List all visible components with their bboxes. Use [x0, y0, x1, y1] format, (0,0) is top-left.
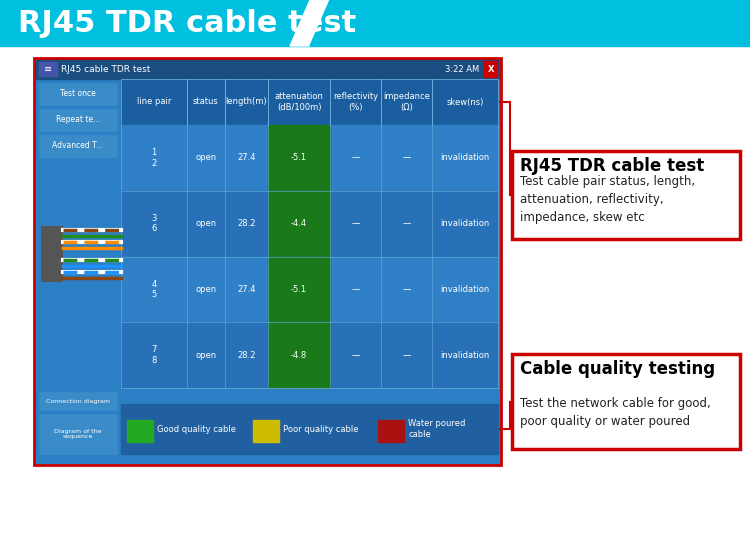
Text: -4.4: -4.4 [291, 219, 308, 228]
Bar [39, 135, 117, 157]
Text: 27.4: 27.4 [237, 154, 256, 162]
Text: Repeat te...: Repeat te... [56, 115, 100, 125]
Text: 27.4: 27.4 [237, 285, 256, 294]
Bar [121, 125, 498, 191]
Text: open: open [195, 285, 217, 294]
Bar [35, 59, 500, 464]
Text: ≡: ≡ [44, 64, 52, 74]
Text: invalidation: invalidation [440, 351, 490, 360]
Text: -4.8: -4.8 [291, 351, 308, 360]
Text: attenuation
(dB/100m): attenuation (dB/100m) [274, 92, 323, 112]
Bar [121, 257, 498, 322]
Bar [127, 420, 153, 442]
Text: Test the network cable for good,
poor quality or water poured: Test the network cable for good, poor qu… [520, 397, 711, 429]
Text: Poor quality cable: Poor quality cable [283, 425, 358, 433]
Bar [39, 109, 117, 131]
Text: —: — [352, 219, 360, 228]
Text: impedance
(Ω): impedance (Ω) [383, 92, 430, 112]
Bar [39, 392, 117, 410]
Text: Test once: Test once [60, 89, 96, 99]
Bar [268, 125, 330, 191]
Bar [268, 322, 330, 388]
Text: —: — [352, 154, 360, 162]
Polygon shape [310, 0, 345, 46]
Bar [512, 354, 740, 449]
Text: 1
2: 1 2 [152, 148, 157, 168]
Text: Connection diagram: Connection diagram [46, 398, 110, 404]
Bar [121, 322, 498, 388]
Bar [378, 420, 404, 442]
Bar [121, 404, 498, 454]
Bar [253, 420, 279, 442]
Bar [41, 226, 63, 282]
Text: 3:22 AM: 3:22 AM [445, 65, 479, 73]
Text: —: — [403, 219, 411, 228]
Text: line pair: line pair [136, 98, 171, 107]
Text: open: open [195, 219, 217, 228]
Bar [39, 83, 117, 105]
Text: RJ45 cable TDR test: RJ45 cable TDR test [61, 65, 150, 73]
Text: invalidation: invalidation [440, 154, 490, 162]
Text: Diagram of the
sequence: Diagram of the sequence [54, 429, 102, 439]
Text: open: open [195, 154, 217, 162]
Text: Advanced T...: Advanced T... [53, 142, 104, 150]
Text: -5.1: -5.1 [291, 154, 308, 162]
Text: status: status [193, 98, 219, 107]
Text: open: open [195, 351, 217, 360]
Text: —: — [352, 351, 360, 360]
Text: X: X [488, 65, 494, 73]
Text: —: — [403, 285, 411, 294]
Text: Cable quality testing: Cable quality testing [520, 360, 716, 378]
Bar [39, 62, 57, 76]
Bar [484, 61, 497, 77]
Text: -5.1: -5.1 [291, 285, 308, 294]
Bar [121, 191, 498, 257]
Bar [121, 79, 498, 388]
Text: invalidation: invalidation [440, 285, 490, 294]
Text: 4
5: 4 5 [152, 280, 157, 299]
Bar [34, 58, 501, 465]
Bar [268, 257, 330, 322]
Text: —: — [403, 154, 411, 162]
Bar [39, 414, 117, 454]
Bar [35, 59, 500, 79]
Bar [0, 0, 750, 46]
Text: Good quality cable: Good quality cable [157, 425, 236, 433]
Text: 3
6: 3 6 [152, 214, 157, 233]
Text: —: — [352, 285, 360, 294]
Bar [512, 151, 740, 239]
Text: 28.2: 28.2 [237, 351, 256, 360]
Text: —: — [403, 351, 411, 360]
Text: RJ45 TDR cable test: RJ45 TDR cable test [520, 157, 704, 175]
Polygon shape [290, 0, 330, 46]
Text: length(m): length(m) [226, 98, 267, 107]
Text: Water poured
cable: Water poured cable [408, 419, 466, 439]
Text: 28.2: 28.2 [237, 219, 256, 228]
Text: 7
8: 7 8 [152, 345, 157, 365]
Bar [268, 191, 330, 257]
Text: Test cable pair status, length,
attenuation, reflectivity,
impedance, skew etc: Test cable pair status, length, attenuat… [520, 175, 695, 224]
Text: RJ45 TDR cable test: RJ45 TDR cable test [18, 9, 356, 38]
Text: skew(ns): skew(ns) [446, 98, 484, 107]
Bar [121, 79, 498, 125]
Text: reflectivity
(%): reflectivity (%) [333, 92, 378, 112]
Text: invalidation: invalidation [440, 219, 490, 228]
